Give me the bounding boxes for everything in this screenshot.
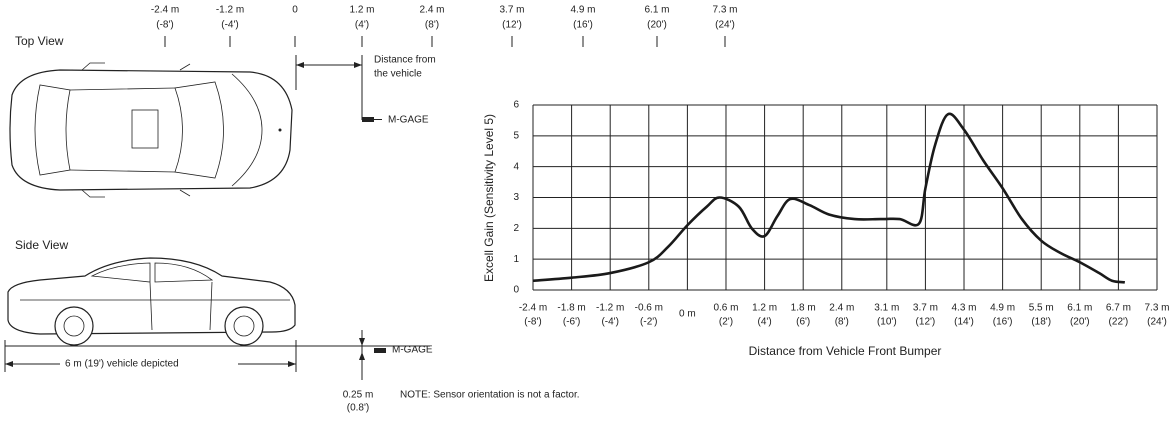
ruler-label: 2.4 m (419, 5, 444, 16)
car-top-drawing (9, 62, 293, 198)
x-tick-label: (-2') (640, 317, 657, 328)
x-tick-label: (-4') (601, 317, 618, 328)
x-tick-label: 3.1 m (874, 303, 899, 314)
top-view-title: Top View (15, 34, 64, 48)
sensor-icon (362, 117, 374, 122)
distance-ruler: -2.4 m (-8') -1.2 m (-4') 0 1.2 m (4') 2.4 m (8'… (151, 5, 738, 47)
x-tick-label: (-8') (524, 317, 541, 328)
ruler-label: -1.2 m (216, 5, 244, 16)
x-tick-label: 0.6 m (713, 303, 738, 314)
distance-note: the vehicle (374, 69, 422, 80)
ruler-label: (24') (715, 20, 735, 31)
x-tick-label: (10') (877, 317, 897, 328)
x-tick-label: (8') (835, 317, 849, 328)
y-tick-label: 3 (513, 192, 519, 203)
ruler-label: 0 (292, 5, 298, 16)
x-tick-label: (6') (796, 317, 810, 328)
arrow-heads (359, 338, 365, 360)
y-tick-label: 6 (513, 100, 519, 111)
ruler-label: 4.9 m (570, 5, 595, 16)
x-tick-label: -2.4 m (519, 303, 547, 314)
x-tick-label: (4') (758, 317, 772, 328)
x-tick-label: 7.3 m (1144, 303, 1169, 314)
x-tick-label: 1.8 m (791, 303, 816, 314)
distance-note: Distance from (374, 55, 436, 66)
ruler-label: (-8') (156, 20, 173, 31)
ruler-label: (12') (502, 20, 522, 31)
x-tick-label: (2') (719, 317, 733, 328)
ruler-label: (16') (573, 20, 593, 31)
x-tick-label: 3.7 m (913, 303, 938, 314)
x-tick-label: (18') (1031, 317, 1051, 328)
x-tick-label: 4.3 m (952, 303, 977, 314)
ruler-label: 3.7 m (499, 5, 524, 16)
ruler-label: 6.1 m (644, 5, 669, 16)
y-tick-label: 2 (513, 223, 519, 234)
x-tick-label: 6.1 m (1067, 303, 1092, 314)
x-tick-label: -1.2 m (596, 303, 624, 314)
x-tick-label: 4.9 m (990, 303, 1015, 314)
y-tick-label: 4 (513, 161, 519, 172)
ruler-label: 1.2 m (349, 5, 374, 16)
vehicle-length: 6 m (19') vehicle depicted (65, 359, 179, 370)
car-side-drawing (7, 257, 296, 346)
height-label: (0.8') (347, 403, 369, 414)
ruler-label: 7.3 m (712, 5, 737, 16)
arrow-heads (296, 62, 362, 68)
x-tick-label: 2.4 m (829, 303, 854, 314)
x-tick-label: 5.5 m (1029, 303, 1054, 314)
ruler-label: (-4') (221, 20, 238, 31)
gain-curve (532, 112, 1125, 284)
y-axis-title: Excell Gain (Sensitivity Level 5) (482, 114, 496, 282)
y-tick-label: 0 (513, 285, 519, 296)
sensor-icon (374, 348, 386, 353)
x-tick-label: (16') (993, 317, 1013, 328)
x-tick-label: (14') (954, 317, 974, 328)
ruler-label: (4') (355, 20, 369, 31)
ruler-label: (8') (425, 20, 439, 31)
x-tick-label: 6.7 m (1106, 303, 1131, 314)
ruler-label: (20') (647, 20, 667, 31)
x-tick-label: 0 m (679, 309, 696, 320)
x-tick-label: -1.8 m (557, 303, 585, 314)
height-label: 0.25 m (343, 390, 374, 401)
y-tick-label: 1 (513, 254, 519, 265)
chart: Excell Gain (Sensitivity Level 5) Distan… (482, 100, 1169, 359)
sensor-label: M-GAGE (392, 345, 433, 356)
note: NOTE: Sensor orientation is not a factor… (400, 390, 580, 401)
x-tick-label: (22') (1109, 317, 1129, 328)
x-tick-label: (-6') (563, 317, 580, 328)
x-tick-label: 1.2 m (752, 303, 777, 314)
x-tick-label: (12') (916, 317, 936, 328)
y-tick-label: 5 (513, 130, 519, 141)
x-axis-title: Distance from Vehicle Front Bumper (749, 344, 942, 358)
x-tick-label: -0.6 m (635, 303, 663, 314)
side-view-title: Side View (15, 238, 68, 252)
ruler-label: -2.4 m (151, 5, 179, 16)
x-tick-label: (20') (1070, 317, 1090, 328)
sensor-label: M-GAGE (388, 115, 429, 126)
x-tick-label: (24') (1147, 317, 1167, 328)
